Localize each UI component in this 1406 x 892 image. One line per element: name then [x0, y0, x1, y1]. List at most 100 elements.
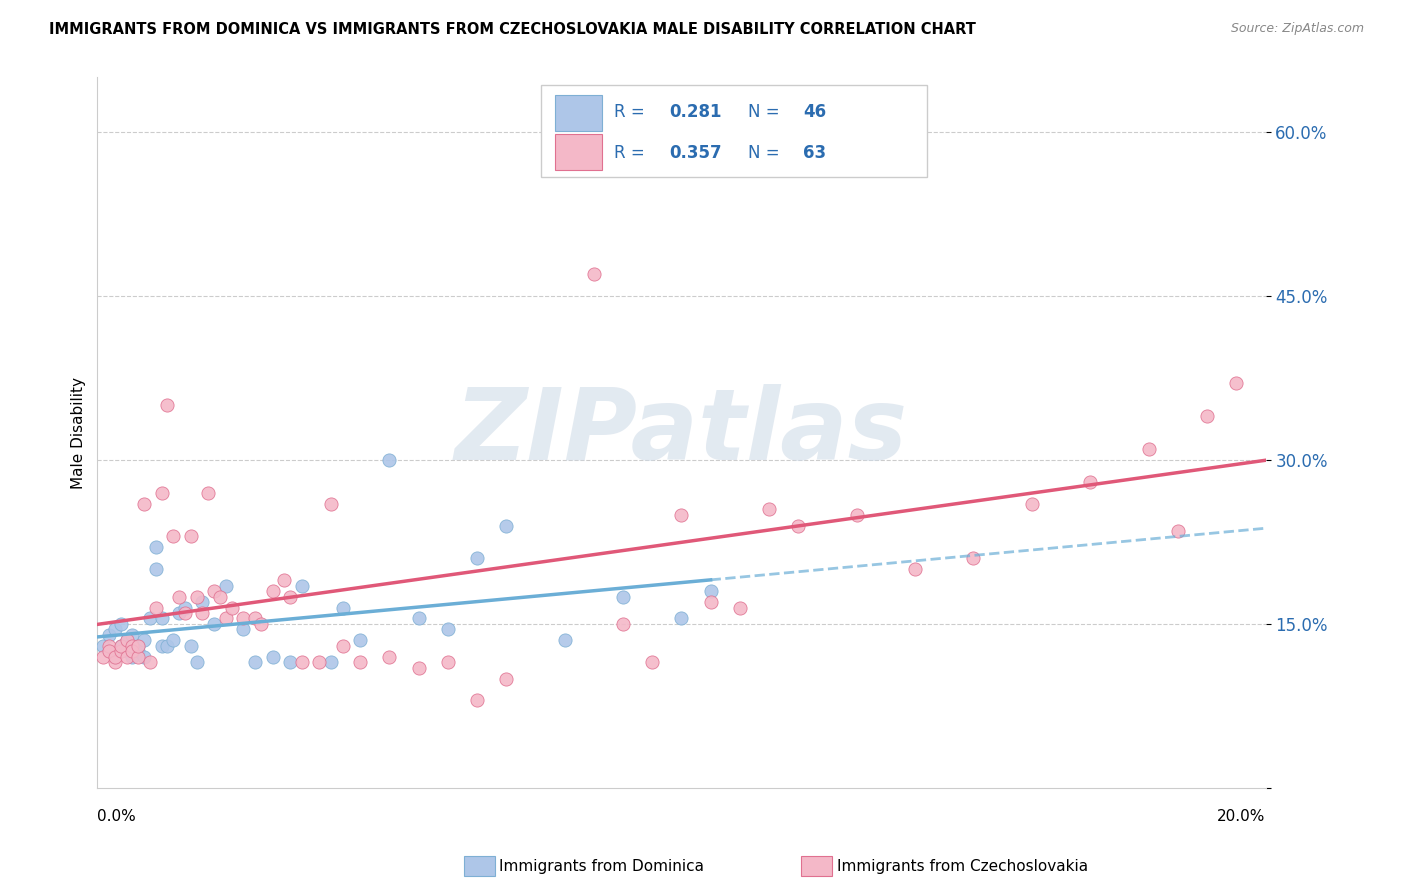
Point — [319, 655, 342, 669]
Point — [150, 639, 173, 653]
Point — [408, 611, 430, 625]
Text: 20.0%: 20.0% — [1218, 809, 1265, 824]
Point — [378, 453, 401, 467]
Point — [408, 660, 430, 674]
Point — [121, 644, 143, 658]
Point — [110, 639, 132, 653]
Point — [202, 616, 225, 631]
Point — [349, 655, 371, 669]
Point — [110, 616, 132, 631]
Point — [787, 518, 810, 533]
Point — [495, 518, 517, 533]
Point — [319, 497, 342, 511]
Point — [1137, 442, 1160, 456]
Point — [104, 649, 127, 664]
Point — [186, 590, 208, 604]
Point — [215, 611, 238, 625]
Text: R =: R = — [613, 144, 650, 161]
Point — [465, 551, 488, 566]
Point — [436, 655, 458, 669]
Point — [104, 623, 127, 637]
Point — [221, 600, 243, 615]
Point — [582, 267, 605, 281]
Point — [127, 649, 149, 664]
Point — [243, 611, 266, 625]
Point — [186, 655, 208, 669]
FancyBboxPatch shape — [555, 135, 602, 169]
Point — [104, 655, 127, 669]
Point — [332, 600, 354, 615]
Point — [145, 562, 167, 576]
Point — [98, 644, 121, 658]
Point — [243, 655, 266, 669]
Point — [332, 639, 354, 653]
Point — [671, 508, 693, 522]
Text: 0.0%: 0.0% — [97, 809, 136, 824]
Point — [962, 551, 984, 566]
Point — [273, 573, 295, 587]
Point — [174, 600, 197, 615]
Point — [904, 562, 927, 576]
Text: 0.357: 0.357 — [669, 144, 723, 161]
Point — [262, 649, 284, 664]
Point — [278, 590, 301, 604]
Point — [612, 590, 634, 604]
Point — [699, 584, 721, 599]
Point — [758, 502, 780, 516]
Point — [156, 398, 179, 412]
Point — [167, 606, 190, 620]
Text: 63: 63 — [803, 144, 827, 161]
Point — [115, 649, 138, 664]
Point — [127, 639, 149, 653]
Point — [671, 611, 693, 625]
Point — [465, 693, 488, 707]
Point — [202, 584, 225, 599]
Point — [278, 655, 301, 669]
Point — [232, 611, 254, 625]
Point — [132, 649, 155, 664]
Point — [378, 649, 401, 664]
Point — [436, 623, 458, 637]
Point — [98, 644, 121, 658]
Point — [1167, 524, 1189, 538]
Point — [1225, 376, 1247, 391]
Point — [110, 644, 132, 658]
Point — [115, 633, 138, 648]
Point — [845, 508, 868, 522]
Point — [1078, 475, 1101, 489]
Point — [150, 485, 173, 500]
Point — [132, 497, 155, 511]
Point — [208, 590, 231, 604]
Point — [1197, 409, 1219, 424]
Point — [98, 639, 121, 653]
Point — [554, 633, 576, 648]
Point — [180, 639, 202, 653]
Text: N =: N = — [748, 144, 785, 161]
Point — [156, 639, 179, 653]
Point — [699, 595, 721, 609]
Point — [110, 639, 132, 653]
Point — [180, 529, 202, 543]
Point — [115, 644, 138, 658]
Point — [121, 649, 143, 664]
Point — [104, 649, 127, 664]
Point — [197, 485, 219, 500]
Point — [308, 655, 330, 669]
Point — [139, 611, 162, 625]
Point — [215, 579, 238, 593]
Point — [132, 633, 155, 648]
Point — [349, 633, 371, 648]
Point — [291, 655, 314, 669]
Point — [495, 672, 517, 686]
Point — [641, 655, 664, 669]
Point — [250, 616, 273, 631]
Point — [291, 579, 314, 593]
Point — [127, 644, 149, 658]
Point — [191, 606, 214, 620]
Text: 0.281: 0.281 — [669, 103, 723, 121]
Text: ZIPatlas: ZIPatlas — [456, 384, 908, 481]
Point — [174, 606, 197, 620]
Point — [728, 600, 751, 615]
Point — [162, 529, 184, 543]
Point — [91, 639, 114, 653]
